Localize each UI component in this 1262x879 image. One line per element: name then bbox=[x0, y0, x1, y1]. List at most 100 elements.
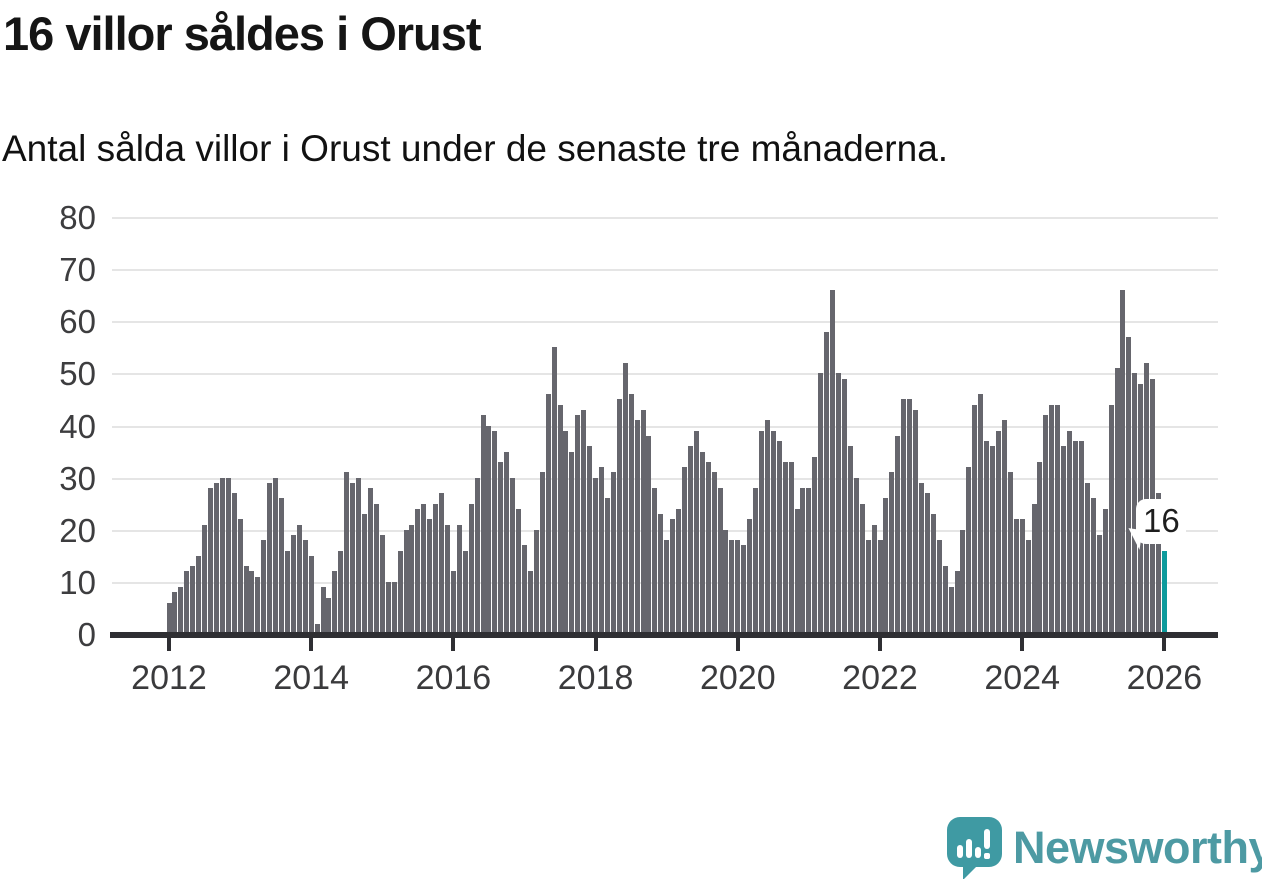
bar bbox=[1025, 540, 1031, 634]
bar bbox=[255, 576, 261, 634]
bar bbox=[219, 477, 225, 634]
bar bbox=[474, 477, 480, 634]
bar bbox=[978, 394, 984, 634]
bar bbox=[676, 508, 682, 634]
bar bbox=[1126, 336, 1132, 634]
bar bbox=[741, 545, 747, 634]
bar bbox=[367, 488, 373, 634]
bar bbox=[421, 503, 427, 634]
bar bbox=[853, 477, 859, 634]
bar-chart-plot-area: 0 10 20 30 40 50 60 70 80 2012 2014 2016 2018 2020 202… bbox=[59, 199, 1218, 697]
bar bbox=[1007, 472, 1013, 634]
y-axis-label-10: 10 bbox=[59, 563, 96, 601]
bar bbox=[202, 524, 208, 634]
bar bbox=[1108, 404, 1114, 634]
bar bbox=[972, 404, 978, 634]
bar bbox=[409, 524, 415, 634]
bar bbox=[1043, 415, 1049, 634]
bar bbox=[901, 399, 907, 634]
bar bbox=[1096, 534, 1102, 634]
bar bbox=[196, 555, 202, 634]
bar bbox=[213, 482, 219, 634]
bar bbox=[664, 540, 670, 634]
bar bbox=[1067, 430, 1073, 634]
bar bbox=[966, 467, 972, 634]
bar bbox=[468, 503, 474, 634]
bar bbox=[913, 409, 919, 634]
bar bbox=[652, 488, 658, 634]
bar bbox=[859, 503, 865, 634]
bar bbox=[788, 461, 794, 634]
bar bbox=[379, 534, 385, 634]
bar bbox=[225, 477, 231, 634]
bar bbox=[237, 519, 243, 634]
last-value-annotation: 16 bbox=[1126, 498, 1187, 550]
bar bbox=[510, 477, 516, 634]
bar bbox=[930, 514, 936, 634]
bar bbox=[415, 508, 421, 634]
bar bbox=[1132, 373, 1138, 634]
bar bbox=[794, 508, 800, 634]
x-axis-label-2016: 2016 bbox=[415, 659, 492, 697]
bar bbox=[610, 472, 616, 634]
bar bbox=[622, 362, 628, 634]
bar bbox=[996, 430, 1001, 634]
bar bbox=[984, 441, 990, 634]
x-axis-label-2020: 2020 bbox=[699, 659, 776, 697]
bar bbox=[948, 587, 954, 634]
y-axis-label-0: 0 bbox=[77, 616, 96, 653]
page-title: 16 villor såldes i Orust bbox=[3, 7, 482, 60]
bar bbox=[818, 373, 824, 634]
y-axis-label-40: 40 bbox=[59, 407, 96, 445]
bar bbox=[178, 587, 184, 634]
bar bbox=[836, 373, 842, 634]
bar bbox=[954, 571, 960, 634]
gridline-40 bbox=[112, 425, 1218, 428]
x-axis-label-2026: 2026 bbox=[1126, 659, 1203, 697]
bar bbox=[759, 430, 764, 634]
bar bbox=[527, 571, 533, 634]
bar bbox=[249, 571, 255, 634]
bar bbox=[1019, 519, 1025, 634]
bar bbox=[658, 514, 664, 634]
bar bbox=[444, 524, 450, 634]
bar bbox=[296, 524, 302, 634]
gridline-20 bbox=[112, 529, 1218, 532]
bar bbox=[1155, 493, 1161, 634]
bar bbox=[812, 456, 818, 634]
bar bbox=[279, 498, 285, 634]
bar bbox=[1084, 482, 1090, 634]
bar bbox=[184, 571, 190, 634]
bar bbox=[1073, 441, 1079, 634]
bar bbox=[640, 409, 646, 634]
bar bbox=[717, 488, 723, 634]
bar bbox=[924, 493, 930, 634]
bar bbox=[397, 550, 403, 634]
y-axis-label-20: 20 bbox=[59, 511, 96, 549]
bar bbox=[462, 550, 468, 634]
gridline-60 bbox=[112, 321, 1218, 324]
bar bbox=[782, 461, 788, 634]
bar bbox=[936, 540, 942, 634]
bar bbox=[865, 540, 871, 634]
bar bbox=[1055, 404, 1061, 634]
speech-bubble-tail bbox=[963, 865, 978, 879]
x-axis-label-2018: 2018 bbox=[557, 659, 634, 697]
bar bbox=[693, 430, 699, 634]
bar bbox=[681, 467, 687, 634]
x-axis-line bbox=[110, 632, 1218, 638]
y-axis-label-60: 60 bbox=[59, 303, 96, 341]
bar bbox=[776, 441, 782, 634]
bar bbox=[504, 451, 510, 634]
y-axis-label-80: 80 bbox=[59, 199, 96, 236]
logo-minibar-3 bbox=[975, 847, 981, 858]
y-axis-label-30: 30 bbox=[59, 459, 96, 497]
bar bbox=[433, 503, 439, 634]
bar bbox=[735, 540, 741, 634]
bar bbox=[320, 587, 326, 634]
gridline-70 bbox=[112, 269, 1218, 272]
bar bbox=[747, 519, 753, 634]
bar bbox=[332, 571, 338, 634]
newsworthy-logo-icon bbox=[947, 817, 1002, 879]
bar bbox=[1102, 508, 1108, 634]
